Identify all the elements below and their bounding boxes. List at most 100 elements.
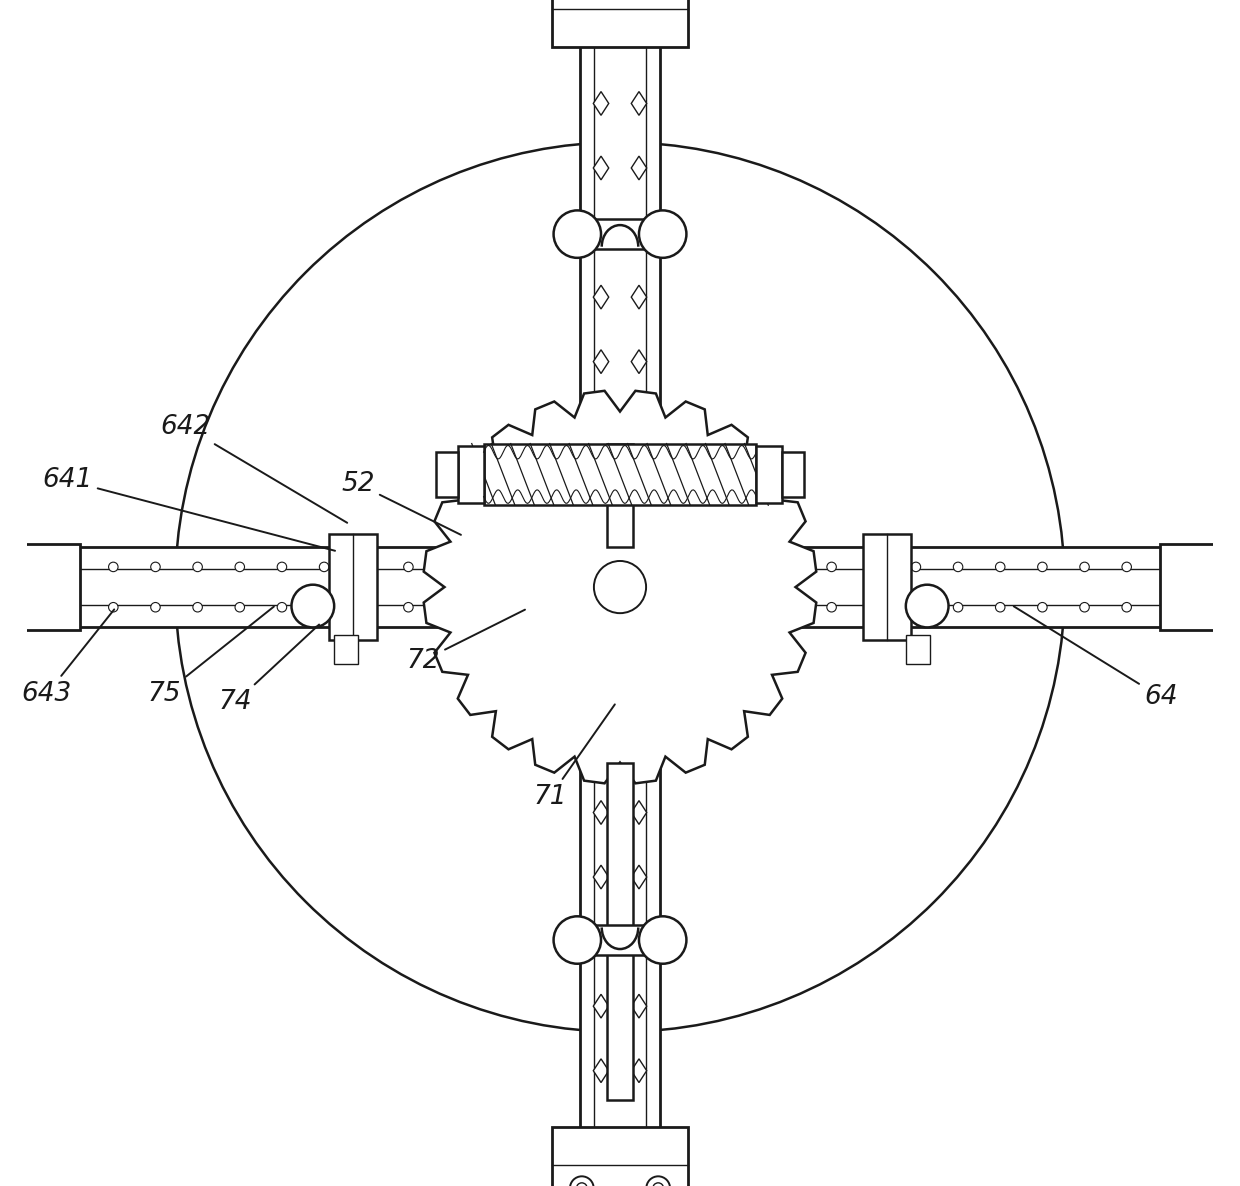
Circle shape	[320, 562, 329, 572]
Circle shape	[639, 917, 687, 964]
Polygon shape	[593, 91, 609, 115]
Circle shape	[151, 602, 160, 612]
Circle shape	[1080, 602, 1089, 612]
Polygon shape	[593, 866, 609, 890]
Bar	[458, 446, 484, 503]
Circle shape	[489, 562, 497, 572]
Polygon shape	[593, 286, 609, 310]
Circle shape	[701, 562, 709, 572]
Polygon shape	[631, 286, 647, 310]
Circle shape	[446, 602, 455, 612]
Circle shape	[1122, 602, 1131, 612]
Circle shape	[531, 562, 539, 572]
Polygon shape	[593, 994, 609, 1018]
Bar	[579, 0, 661, 1186]
Bar	[484, 444, 756, 505]
Circle shape	[701, 602, 709, 612]
Polygon shape	[631, 1059, 647, 1083]
Text: 74: 74	[218, 625, 319, 715]
Polygon shape	[631, 350, 647, 374]
Circle shape	[109, 602, 118, 612]
Polygon shape	[631, 414, 647, 438]
Bar	[906, 635, 930, 664]
Bar	[436, 452, 458, 497]
Circle shape	[577, 1182, 588, 1186]
Circle shape	[109, 562, 118, 572]
Polygon shape	[631, 737, 647, 760]
Circle shape	[996, 562, 1004, 572]
Bar	[587, 219, 653, 249]
Circle shape	[531, 602, 539, 612]
Polygon shape	[593, 1059, 609, 1083]
Circle shape	[278, 562, 286, 572]
Circle shape	[954, 602, 962, 612]
Polygon shape	[631, 994, 647, 1018]
Circle shape	[553, 917, 601, 964]
Circle shape	[1122, 562, 1131, 572]
Bar	[606, 444, 634, 547]
Circle shape	[362, 562, 371, 572]
Circle shape	[236, 562, 244, 572]
Polygon shape	[593, 414, 609, 438]
Polygon shape	[593, 157, 609, 180]
Polygon shape	[593, 350, 609, 374]
Circle shape	[743, 562, 751, 572]
Circle shape	[151, 562, 160, 572]
Circle shape	[489, 602, 497, 612]
Circle shape	[869, 562, 878, 572]
Text: 642: 642	[161, 414, 347, 523]
Circle shape	[743, 602, 751, 612]
Circle shape	[193, 562, 202, 572]
Circle shape	[827, 602, 836, 612]
Text: 72: 72	[407, 610, 525, 674]
Circle shape	[236, 602, 244, 612]
Circle shape	[911, 602, 920, 612]
Circle shape	[320, 602, 329, 612]
Text: 75: 75	[148, 606, 274, 707]
Polygon shape	[593, 930, 609, 954]
Circle shape	[1038, 602, 1047, 612]
Text: 64: 64	[1014, 606, 1178, 710]
Text: 52: 52	[341, 471, 461, 535]
Polygon shape	[593, 801, 609, 824]
Polygon shape	[631, 801, 647, 824]
Circle shape	[291, 585, 334, 627]
Circle shape	[954, 562, 962, 572]
Polygon shape	[593, 479, 609, 503]
Bar	[552, 1127, 688, 1186]
Circle shape	[446, 562, 455, 572]
Bar	[552, 0, 688, 47]
Bar	[330, 534, 377, 640]
Text: 71: 71	[533, 704, 615, 810]
Circle shape	[785, 562, 794, 572]
Circle shape	[404, 562, 413, 572]
Bar	[334, 635, 358, 664]
Text: 643: 643	[22, 610, 114, 707]
Circle shape	[594, 561, 646, 613]
Circle shape	[362, 602, 371, 612]
Polygon shape	[631, 671, 647, 695]
Circle shape	[1080, 562, 1089, 572]
Circle shape	[869, 602, 878, 612]
Circle shape	[996, 602, 1004, 612]
Bar	[782, 452, 804, 497]
Bar	[606, 763, 634, 1099]
Polygon shape	[593, 221, 609, 244]
Circle shape	[193, 602, 202, 612]
Bar	[0, 547, 1240, 627]
Bar	[863, 534, 910, 640]
Polygon shape	[631, 479, 647, 503]
Circle shape	[175, 142, 1065, 1032]
Polygon shape	[631, 930, 647, 954]
Circle shape	[911, 562, 920, 572]
Circle shape	[785, 602, 794, 612]
Polygon shape	[631, 221, 647, 244]
Polygon shape	[631, 866, 647, 890]
Circle shape	[278, 602, 286, 612]
Circle shape	[404, 602, 413, 612]
Bar	[756, 446, 782, 503]
Bar	[587, 925, 653, 955]
Circle shape	[639, 210, 687, 257]
Bar	[0, 544, 81, 630]
Polygon shape	[631, 91, 647, 115]
